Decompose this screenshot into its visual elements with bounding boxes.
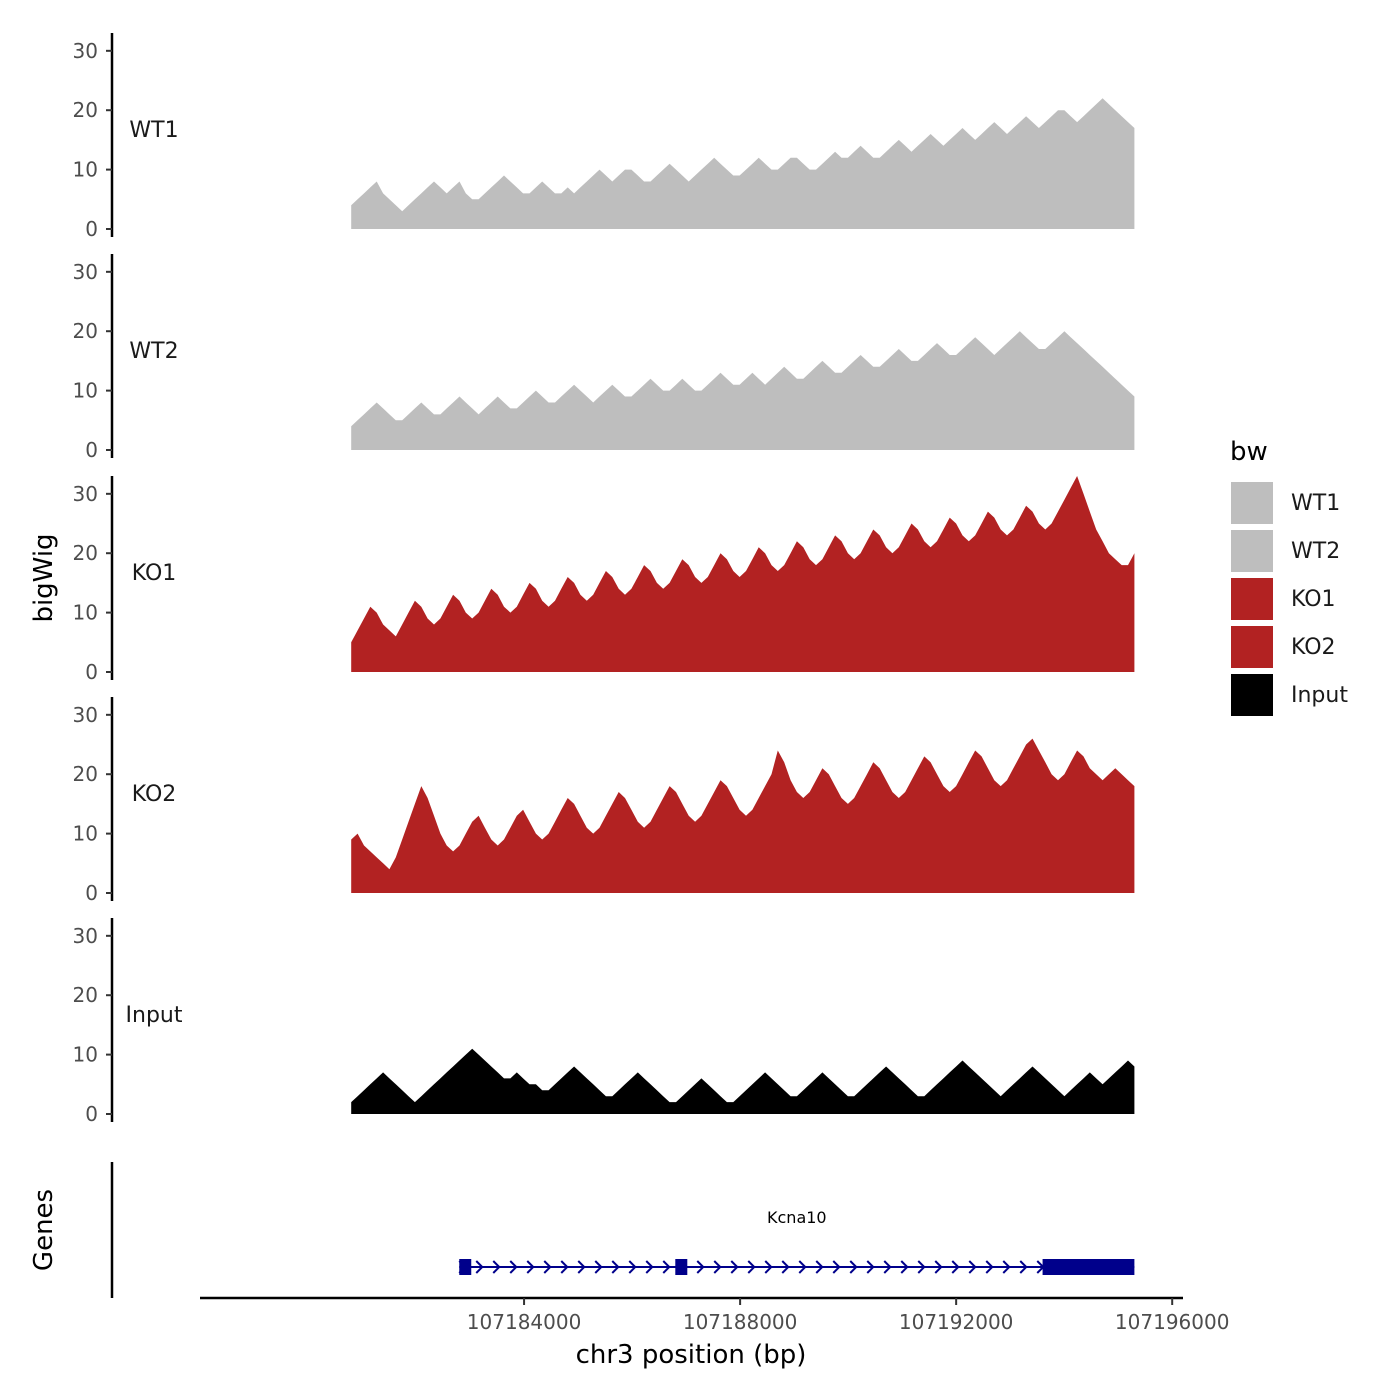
y-tick-label-wt2-10: 10 [73, 379, 98, 403]
strand-arrow-icon [917, 1260, 926, 1274]
strand-arrow-icon [475, 1260, 484, 1274]
y-tick-label-ko2-30: 30 [73, 703, 98, 727]
legend-label-wt2: WT2 [1291, 539, 1340, 564]
y-tick-label-wt1-30: 30 [73, 39, 98, 63]
legend-swatch-input [1229, 672, 1275, 718]
y-tick-label-wt1-0: 0 [85, 217, 98, 241]
legend-swatch-wt1 [1229, 480, 1275, 526]
strand-arrow-icon [1019, 1260, 1028, 1274]
x-tick-label-107192000: 107192000 [899, 1310, 1014, 1334]
strand-arrow-icon [543, 1260, 552, 1274]
y-tick-label-wt2-20: 20 [73, 319, 98, 343]
gene-exon [459, 1259, 472, 1275]
legend-label-ko2: KO2 [1291, 635, 1336, 660]
strand-arrow-icon [577, 1260, 586, 1274]
legend-swatch-ko1 [1229, 576, 1275, 622]
y-tick-label-input-0: 0 [85, 1102, 98, 1126]
y-axis-title: bigWig [29, 533, 59, 622]
y-tick-label-ko1-30: 30 [73, 482, 98, 506]
legend-label-ko1: KO1 [1291, 587, 1336, 612]
coverage-area-ko2 [351, 738, 1135, 893]
track-ko1: 0 10 20 30 KO1 [73, 476, 1135, 684]
strand-arrow-icon [730, 1260, 739, 1274]
track-wt1: 0 10 20 30 WT1 [73, 33, 1135, 241]
track-panels: 0 10 20 30 WT1 0 10 20 30 WT2 0 10 20 30 KO1 0 10 20 30 KO2… [73, 33, 1135, 1126]
strand-arrow-icon [526, 1260, 535, 1274]
strand-arrow-icon [968, 1260, 977, 1274]
legend-items: WT1 WT2 KO1 KO2 Input [1229, 480, 1348, 718]
strand-arrow-icon [883, 1260, 892, 1274]
y-tick-label-wt2-30: 30 [73, 260, 98, 284]
gene-name-label: Kcna10 [767, 1208, 827, 1227]
strand-arrow-icon [815, 1260, 824, 1274]
strand-arrow-icon [866, 1260, 875, 1274]
x-ticks: 107184000 107188000 107192000 107196000 [467, 1298, 1230, 1334]
strand-arrow-icon [594, 1260, 603, 1274]
x-axis-title: chr3 position (bp) [576, 1340, 807, 1370]
track-wt2: 0 10 20 30 WT2 [73, 254, 1135, 462]
gene-exon [1042, 1259, 1135, 1275]
y-tick-label-input-30: 30 [73, 924, 98, 948]
strand-arrow-icon [985, 1260, 994, 1274]
strand-arrow-icon [560, 1260, 569, 1274]
track-label-ko1: KO1 [132, 561, 177, 586]
y-tick-label-ko1-10: 10 [73, 601, 98, 625]
coverage-area-wt1 [351, 98, 1135, 229]
y-tick-label-input-10: 10 [73, 1043, 98, 1067]
coverage-area-input [351, 1048, 1135, 1114]
track-label-wt1: WT1 [129, 118, 178, 143]
strand-arrow-icon [696, 1260, 705, 1274]
legend-label-wt1: WT1 [1291, 491, 1340, 516]
y-tick-label-input-20: 20 [73, 983, 98, 1007]
legend-label-input: Input [1291, 683, 1348, 708]
x-axis: 107184000 107188000 107192000 107196000 chr… [200, 1296, 1230, 1370]
y-tick-label-ko1-20: 20 [73, 541, 98, 565]
strand-arrow-icon [951, 1260, 960, 1274]
legend: bw WT1 WT2 KO1 KO2 Input [1229, 437, 1348, 718]
legend-swatch-wt2 [1229, 528, 1275, 574]
coverage-area-ko1 [351, 476, 1135, 672]
genes-axis-title: Genes [29, 1189, 59, 1271]
strand-arrow-icon [611, 1260, 620, 1274]
track-label-input: Input [126, 1003, 183, 1028]
strand-arrow-icon [798, 1260, 807, 1274]
strand-arrow-icon [832, 1260, 841, 1274]
track-label-ko2: KO2 [132, 782, 177, 807]
y-tick-label-wt1-20: 20 [73, 98, 98, 122]
legend-title: bw [1230, 437, 1268, 467]
strand-arrow-icon [764, 1260, 773, 1274]
y-tick-label-ko2-0: 0 [85, 881, 98, 905]
strand-arrow-icon [645, 1260, 654, 1274]
strand-arrow-icon [662, 1260, 671, 1274]
strand-arrow-icon [849, 1260, 858, 1274]
coverage-area-wt2 [351, 331, 1135, 450]
strand-arrow-icon [509, 1260, 518, 1274]
strand-arrow-icon [781, 1260, 790, 1274]
track-input: 0 10 20 30 Input [73, 918, 1135, 1126]
track-label-wt2: WT2 [129, 339, 178, 364]
y-tick-label-ko1-0: 0 [85, 660, 98, 684]
x-tick-label-107188000: 107188000 [683, 1310, 798, 1334]
gene-exon [675, 1259, 688, 1275]
strand-arrow-icon [934, 1260, 943, 1274]
track-ko2: 0 10 20 30 KO2 [73, 697, 1135, 905]
legend-swatch-ko2 [1229, 624, 1275, 670]
y-tick-label-ko2-10: 10 [73, 822, 98, 846]
strand-arrow-icon [713, 1260, 722, 1274]
strand-arrow-icon [492, 1260, 501, 1274]
y-tick-label-ko2-20: 20 [73, 762, 98, 786]
strand-arrow-icon [628, 1260, 637, 1274]
x-tick-label-107184000: 107184000 [467, 1310, 582, 1334]
strand-arrow-icon [747, 1260, 756, 1274]
strand-arrow-icon [1002, 1260, 1011, 1274]
genes-panel: Genes Kcna10 [29, 1162, 1135, 1298]
y-tick-label-wt2-0: 0 [85, 438, 98, 462]
y-tick-label-wt1-10: 10 [73, 158, 98, 182]
strand-arrow-icon [900, 1260, 909, 1274]
x-tick-label-107196000: 107196000 [1115, 1310, 1230, 1334]
gene-model: Kcna10 [458, 1208, 1135, 1275]
